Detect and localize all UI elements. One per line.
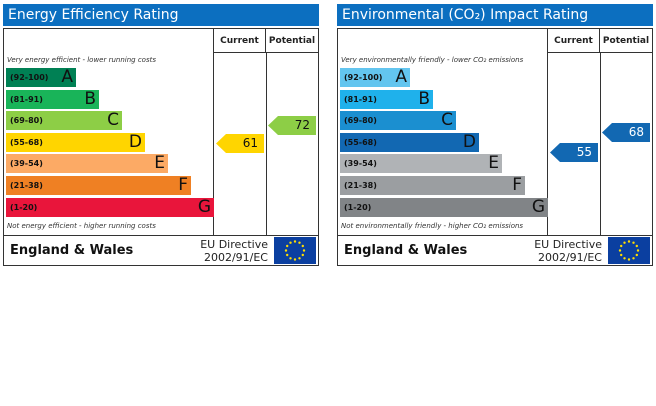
band-letter: G (197, 196, 211, 217)
band-c: (69-80) C (340, 110, 456, 131)
eu-flag-icon (608, 237, 650, 264)
chart-title: Environmental (CO₂) Impact Rating (337, 4, 653, 26)
band-range: (92-100) (344, 73, 383, 82)
band-range: (69-80) (344, 116, 377, 126)
band-a: (92-100) A (340, 68, 410, 87)
potential-rating-arrow-value: 68 (628, 125, 644, 139)
band-letter: D (462, 131, 476, 152)
band-d: (55-68) D (6, 131, 145, 152)
band-g: (1-20) G (6, 196, 214, 217)
environmental-impact-panel: Environmental (CO₂) Impact Rating Very e… (337, 4, 653, 266)
band-letter: C (441, 110, 453, 131)
footer: England & Wales EU Directive 2002/91/EC (4, 235, 318, 265)
current-rating-arrow-value: 55 (576, 144, 592, 159)
column-divider (266, 53, 267, 235)
band-range: (1-20) (344, 202, 372, 212)
current-rating-arrow-value: 61 (242, 135, 258, 150)
rating-box: Very energy efficient - lower running co… (3, 28, 319, 266)
energy-efficiency-panel: Energy Efficiency Rating Very energy eff… (3, 4, 319, 266)
band-range: (55-68) (344, 137, 377, 147)
band-range: (81-91) (344, 94, 377, 104)
band-range: (92-100) (10, 73, 49, 82)
band-c: (69-80) C (6, 110, 122, 131)
band-letter: F (178, 175, 188, 195)
band-letter: E (488, 153, 499, 174)
potential-column-header: Potential (266, 29, 318, 53)
band-b: (81-91) B (340, 88, 433, 109)
band-range: (21-38) (344, 181, 377, 190)
bottom-note: Not environmentally friendly - higher CO… (341, 222, 524, 230)
top-note: Very environmentally friendly - lower CO… (341, 56, 524, 64)
band-letter: A (61, 67, 73, 87)
column-divider (600, 53, 601, 235)
band-letter: E (154, 153, 165, 174)
band-range: (1-20) (10, 202, 38, 212)
band-f: (21-38) F (6, 176, 191, 195)
band-range: (81-91) (10, 94, 43, 104)
directive-line-2: 2002/91/EC (203, 251, 268, 264)
band-f: (21-38) F (340, 176, 525, 195)
band-b: (81-91) B (6, 88, 99, 109)
band-e: (39-54) E (340, 153, 502, 174)
band-range: (39-54) (10, 159, 43, 169)
band-range: (39-54) (344, 159, 377, 169)
current-column-header: Current (214, 29, 266, 53)
directive-line-2: 2002/91/EC (537, 251, 602, 264)
region-label: England & Wales (344, 243, 468, 258)
directive-line-1: EU Directive (200, 238, 268, 251)
band-letter: B (418, 88, 430, 109)
band-column: Very environmentally friendly - lower CO… (338, 29, 548, 235)
potential-rating-arrow: 68 (602, 123, 650, 142)
band-range: (69-80) (10, 116, 43, 126)
band-letter: D (128, 131, 142, 152)
band-range: (55-68) (10, 137, 43, 147)
eu-directive: EU Directive 2002/91/EC (200, 238, 268, 264)
band-letter: C (107, 110, 119, 131)
top-note: Very energy efficient - lower running co… (7, 56, 156, 64)
footer: England & Wales EU Directive 2002/91/EC (338, 235, 652, 265)
band-range: (21-38) (10, 181, 43, 190)
band-d: (55-68) D (340, 131, 479, 152)
eu-flag-icon (274, 237, 316, 264)
potential-rating-arrow: 72 (268, 115, 316, 135)
band-e: (39-54) E (6, 153, 168, 174)
bottom-note: Not energy efficient - higher running co… (7, 222, 156, 230)
potential-rating-arrow-value: 72 (294, 117, 310, 132)
rating-box: Very environmentally friendly - lower CO… (337, 28, 653, 266)
potential-column-header: Potential (600, 29, 652, 53)
region-label: England & Wales (10, 243, 134, 258)
band-letter: F (512, 175, 522, 195)
band-letter: B (84, 88, 96, 109)
current-rating-arrow: 55 (550, 142, 598, 162)
current-rating-arrow: 61 (216, 133, 264, 153)
band-g: (1-20) G (340, 196, 548, 217)
band-letter: A (395, 67, 407, 87)
band-letter: G (531, 196, 545, 217)
current-column-header: Current (548, 29, 600, 53)
band-a: (92-100) A (6, 68, 76, 87)
eu-directive: EU Directive 2002/91/EC (534, 238, 602, 264)
band-column: Very energy efficient - lower running co… (4, 29, 214, 235)
chart-title: Energy Efficiency Rating (3, 4, 319, 26)
directive-line-1: EU Directive (534, 238, 602, 251)
